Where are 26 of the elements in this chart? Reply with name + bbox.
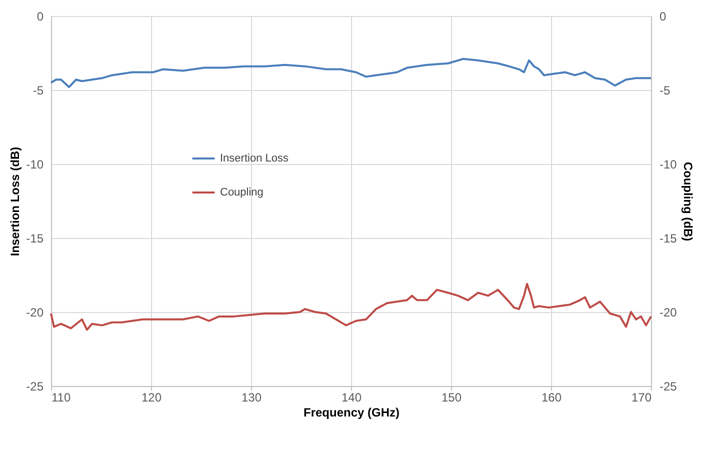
line-series (50, 282, 652, 331)
legend-label: Insertion Loss (220, 152, 289, 164)
y2-tick-label: -25 (660, 380, 678, 394)
y2-axis-title: Coupling (dB) (680, 162, 695, 242)
y2-tick-label: -10 (660, 158, 678, 172)
x-tick-label: 160 (541, 390, 562, 404)
y-tick-label: -5 (32, 84, 44, 98)
x-tick-label: 130 (241, 390, 262, 404)
x-tick-label: 120 (141, 390, 162, 404)
x-tick-label: 150 (441, 390, 462, 404)
line-series (50, 58, 652, 88)
y2-tick-label: -15 (660, 232, 678, 246)
y2-tick-label: -5 (660, 84, 670, 98)
y-axis-title: Insertion Loss (dB) (8, 146, 22, 256)
y-tick-label: -10 (26, 158, 44, 172)
y-tick-label: 0 (36, 10, 44, 24)
y2-tick-label: -20 (660, 306, 678, 320)
x-tick-label: 110 (52, 390, 71, 404)
y-tick-label: -20 (26, 306, 44, 320)
x-axis-title: Frequency (GHz) (303, 406, 400, 420)
y-tick-label: -25 (26, 380, 44, 394)
legend-label: Coupling (220, 186, 264, 198)
y-tick-label: -15 (26, 232, 44, 246)
y2-tick-label: 0 (660, 10, 666, 24)
x-tick-label: 170 (631, 390, 652, 404)
x-tick-label: 140 (341, 390, 362, 404)
